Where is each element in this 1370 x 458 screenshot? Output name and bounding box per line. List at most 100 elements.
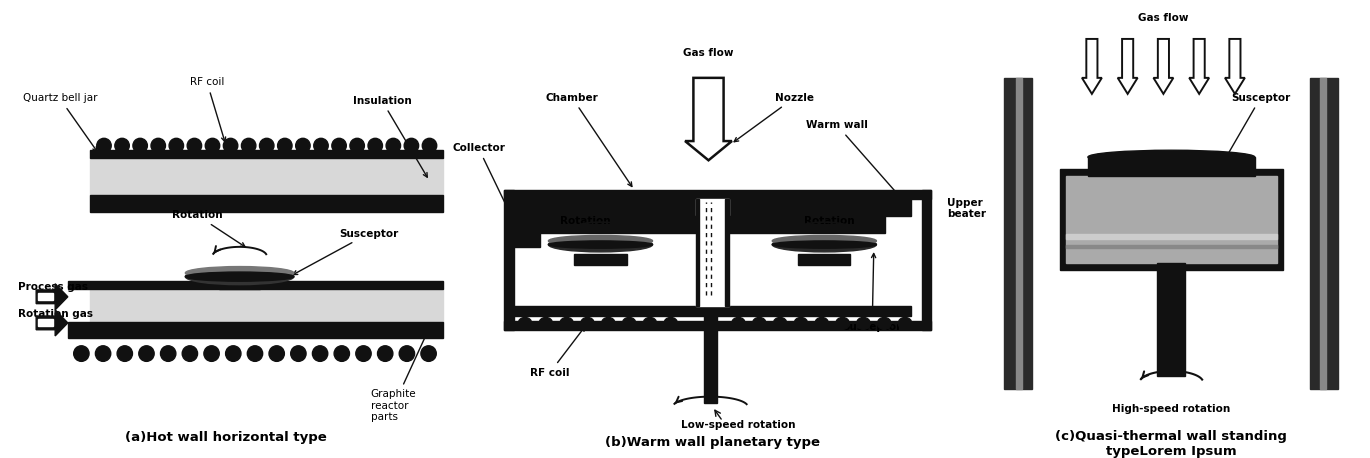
Bar xyxy=(504,190,932,199)
Bar xyxy=(68,322,443,338)
Circle shape xyxy=(188,138,201,153)
Ellipse shape xyxy=(773,235,877,246)
Circle shape xyxy=(133,138,148,153)
Text: Warm wall: Warm wall xyxy=(806,120,907,205)
Circle shape xyxy=(422,138,437,153)
Circle shape xyxy=(314,138,329,153)
Bar xyxy=(1321,78,1326,389)
Bar xyxy=(574,254,626,265)
Bar xyxy=(219,278,260,289)
Circle shape xyxy=(815,317,829,329)
Circle shape xyxy=(601,317,615,329)
Circle shape xyxy=(138,346,155,361)
Polygon shape xyxy=(36,310,68,336)
Text: Process gas: Process gas xyxy=(18,282,88,292)
Circle shape xyxy=(241,138,256,153)
Circle shape xyxy=(752,317,766,329)
Circle shape xyxy=(290,346,306,361)
Bar xyxy=(90,150,443,158)
Text: Upper
beater: Upper beater xyxy=(947,197,985,219)
Text: Low-speed rotation: Low-speed rotation xyxy=(681,420,796,430)
Ellipse shape xyxy=(773,237,877,252)
Text: Rotation: Rotation xyxy=(171,210,245,247)
Circle shape xyxy=(773,317,786,329)
Circle shape xyxy=(248,346,263,361)
Polygon shape xyxy=(38,320,53,326)
FancyArrow shape xyxy=(1189,39,1210,94)
Text: RF coil: RF coil xyxy=(530,327,585,377)
Text: (b)Warm wall planetary type: (b)Warm wall planetary type xyxy=(606,436,819,449)
Circle shape xyxy=(356,346,371,361)
Bar xyxy=(68,281,443,289)
Bar xyxy=(514,306,911,316)
Text: Collector: Collector xyxy=(452,143,518,229)
Bar xyxy=(696,199,729,306)
Bar xyxy=(90,158,443,195)
Circle shape xyxy=(622,317,636,329)
Circle shape xyxy=(404,138,419,153)
Text: Graphite
reactor
parts: Graphite reactor parts xyxy=(371,332,427,422)
Circle shape xyxy=(899,317,912,329)
FancyArrow shape xyxy=(1082,39,1101,94)
Bar xyxy=(726,199,729,306)
FancyArrow shape xyxy=(685,78,732,160)
Bar xyxy=(1004,78,1032,389)
Bar xyxy=(1060,169,1282,270)
FancyArrow shape xyxy=(1118,39,1137,94)
Circle shape xyxy=(296,138,310,153)
Bar xyxy=(696,199,700,306)
Circle shape xyxy=(151,138,166,153)
Circle shape xyxy=(206,138,219,153)
Bar xyxy=(540,216,696,233)
Circle shape xyxy=(664,317,678,329)
Circle shape xyxy=(581,317,595,329)
Ellipse shape xyxy=(1088,150,1255,164)
Circle shape xyxy=(278,138,292,153)
Text: High-speed rotation: High-speed rotation xyxy=(1112,403,1230,414)
Bar xyxy=(514,199,911,216)
Bar xyxy=(90,289,443,322)
Text: RF coil: RF coil xyxy=(190,77,226,142)
Bar xyxy=(1088,157,1255,176)
Bar xyxy=(90,195,443,212)
Circle shape xyxy=(877,317,891,329)
Circle shape xyxy=(538,317,552,329)
Text: Chamber: Chamber xyxy=(545,93,632,186)
Circle shape xyxy=(518,317,532,329)
Circle shape xyxy=(226,346,241,361)
Circle shape xyxy=(795,317,808,329)
Bar xyxy=(1066,245,1277,248)
Bar xyxy=(1310,78,1338,389)
Text: Gas flow: Gas flow xyxy=(684,48,734,58)
Bar xyxy=(799,254,851,265)
Circle shape xyxy=(74,346,89,361)
Circle shape xyxy=(97,138,111,153)
Text: Nozzle: Nozzle xyxy=(734,93,814,142)
FancyArrow shape xyxy=(1225,39,1245,94)
Circle shape xyxy=(312,346,327,361)
Circle shape xyxy=(182,346,197,361)
Text: Insulation: Insulation xyxy=(352,96,427,177)
Text: Rotation: Rotation xyxy=(804,217,855,226)
Circle shape xyxy=(334,346,349,361)
Circle shape xyxy=(643,317,656,329)
Ellipse shape xyxy=(773,241,877,248)
Circle shape xyxy=(856,317,870,329)
Bar xyxy=(504,321,932,330)
Bar xyxy=(1066,234,1277,239)
Text: Rotation: Rotation xyxy=(559,217,610,226)
Circle shape xyxy=(259,138,274,153)
Circle shape xyxy=(378,346,393,361)
Bar xyxy=(1066,176,1277,263)
Text: Quartz bell jar: Quartz bell jar xyxy=(22,93,97,151)
Text: Gas flow: Gas flow xyxy=(1138,13,1189,23)
Circle shape xyxy=(349,138,364,153)
Bar xyxy=(1017,78,1022,389)
FancyArrow shape xyxy=(1154,39,1173,94)
Circle shape xyxy=(96,346,111,361)
Text: Rotation gas: Rotation gas xyxy=(18,309,93,319)
Circle shape xyxy=(160,346,175,361)
Circle shape xyxy=(399,346,415,361)
Circle shape xyxy=(369,138,382,153)
Circle shape xyxy=(269,346,285,361)
